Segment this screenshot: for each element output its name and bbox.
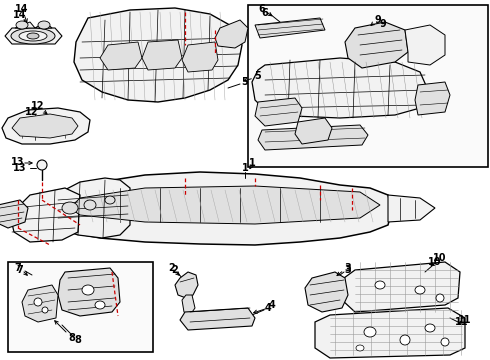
- Ellipse shape: [82, 285, 94, 295]
- Text: 12: 12: [31, 101, 45, 111]
- Text: 6: 6: [259, 4, 266, 14]
- Polygon shape: [2, 108, 90, 144]
- Text: 5: 5: [242, 77, 248, 87]
- Text: 6: 6: [262, 8, 269, 18]
- Polygon shape: [388, 195, 435, 222]
- Ellipse shape: [356, 345, 364, 351]
- Polygon shape: [175, 272, 198, 298]
- Text: 14: 14: [13, 10, 27, 20]
- Polygon shape: [70, 186, 380, 224]
- Text: 7: 7: [17, 265, 24, 275]
- Polygon shape: [405, 25, 445, 65]
- Text: 9: 9: [375, 15, 381, 25]
- Text: 7: 7: [15, 263, 22, 273]
- Bar: [8, 262, 153, 352]
- Ellipse shape: [16, 21, 28, 29]
- Polygon shape: [142, 40, 182, 70]
- Bar: [248, 5, 488, 167]
- Polygon shape: [305, 272, 348, 312]
- Ellipse shape: [38, 21, 50, 29]
- Ellipse shape: [19, 31, 47, 41]
- Text: 2: 2: [169, 263, 175, 273]
- Text: 14: 14: [15, 4, 29, 14]
- Polygon shape: [180, 308, 255, 330]
- Polygon shape: [100, 42, 142, 70]
- Text: 12: 12: [25, 107, 39, 117]
- Polygon shape: [295, 118, 332, 144]
- Polygon shape: [35, 22, 52, 28]
- Polygon shape: [50, 178, 130, 238]
- Ellipse shape: [441, 338, 449, 346]
- Text: 8: 8: [69, 333, 75, 343]
- Ellipse shape: [400, 335, 410, 345]
- Ellipse shape: [415, 286, 425, 294]
- Text: 11: 11: [455, 317, 469, 327]
- Text: 13: 13: [13, 163, 27, 173]
- Ellipse shape: [37, 160, 47, 170]
- Text: 4: 4: [269, 300, 275, 310]
- Polygon shape: [182, 42, 218, 72]
- Polygon shape: [215, 20, 248, 48]
- Text: 10: 10: [433, 253, 447, 263]
- Polygon shape: [0, 200, 28, 228]
- Text: 3: 3: [344, 263, 351, 273]
- Text: 1: 1: [242, 163, 248, 173]
- Polygon shape: [5, 28, 62, 44]
- Polygon shape: [22, 285, 58, 322]
- Ellipse shape: [95, 301, 105, 309]
- Polygon shape: [55, 172, 392, 245]
- Text: 2: 2: [172, 265, 178, 275]
- Polygon shape: [315, 308, 465, 358]
- Text: 3: 3: [344, 265, 351, 275]
- Polygon shape: [255, 18, 325, 38]
- Ellipse shape: [425, 324, 435, 332]
- Text: 5: 5: [255, 71, 261, 81]
- Polygon shape: [255, 98, 302, 126]
- Polygon shape: [182, 295, 195, 315]
- Ellipse shape: [375, 281, 385, 289]
- Ellipse shape: [364, 327, 376, 337]
- Text: 13: 13: [11, 157, 25, 167]
- Text: 1: 1: [248, 158, 255, 168]
- Text: 4: 4: [265, 303, 271, 313]
- Ellipse shape: [436, 294, 444, 302]
- Ellipse shape: [34, 298, 42, 306]
- Polygon shape: [342, 262, 460, 312]
- Polygon shape: [258, 125, 368, 150]
- Ellipse shape: [42, 307, 48, 313]
- Text: 9: 9: [380, 19, 387, 29]
- Polygon shape: [58, 268, 120, 316]
- Polygon shape: [12, 114, 78, 138]
- Text: 8: 8: [74, 335, 81, 345]
- Ellipse shape: [11, 28, 55, 44]
- Polygon shape: [10, 188, 80, 242]
- Ellipse shape: [62, 202, 78, 214]
- Polygon shape: [252, 58, 428, 118]
- Polygon shape: [415, 82, 450, 115]
- Ellipse shape: [84, 200, 96, 210]
- Text: 10: 10: [428, 257, 442, 267]
- Ellipse shape: [27, 33, 39, 39]
- Polygon shape: [74, 8, 242, 102]
- Polygon shape: [345, 22, 408, 68]
- Text: 11: 11: [458, 315, 472, 325]
- Polygon shape: [15, 22, 35, 28]
- Ellipse shape: [105, 196, 115, 204]
